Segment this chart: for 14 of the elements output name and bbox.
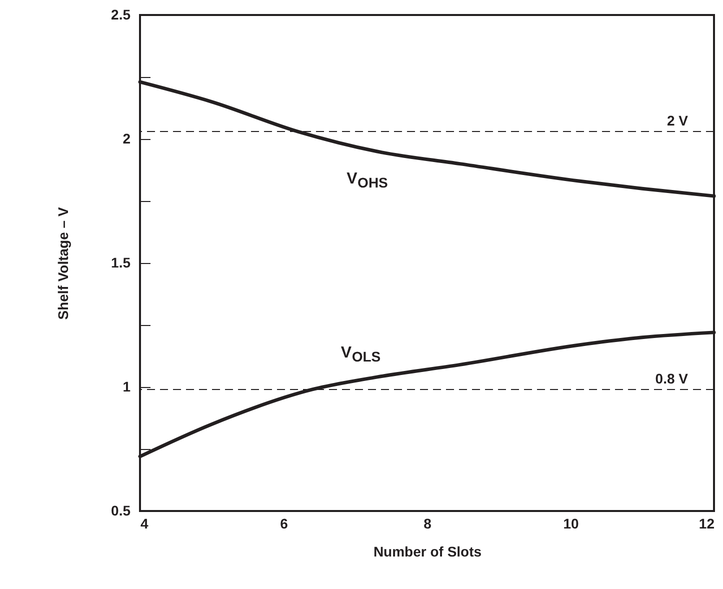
y-tick-label: 1 xyxy=(122,378,131,394)
y-tick-label: 2 xyxy=(122,130,131,146)
y-tick-label: 2.5 xyxy=(111,6,131,22)
y-tick-label: 1.5 xyxy=(111,254,131,270)
y-tick-label: 0.5 xyxy=(111,502,131,518)
x-tick-label: 6 xyxy=(280,516,288,532)
y-axis-title: Shelf Voltage – V xyxy=(55,206,72,320)
x-tick-label: 4 xyxy=(140,516,148,532)
x-axis-title: Number of Slots xyxy=(373,544,482,560)
x-tick-label: 8 xyxy=(424,516,432,532)
x-tick-label: 10 xyxy=(563,516,579,532)
ref-line-label: 2 V xyxy=(666,112,689,129)
x-tick-label: 12 xyxy=(698,516,715,532)
ref-line-label: 0.8 V xyxy=(655,370,689,386)
